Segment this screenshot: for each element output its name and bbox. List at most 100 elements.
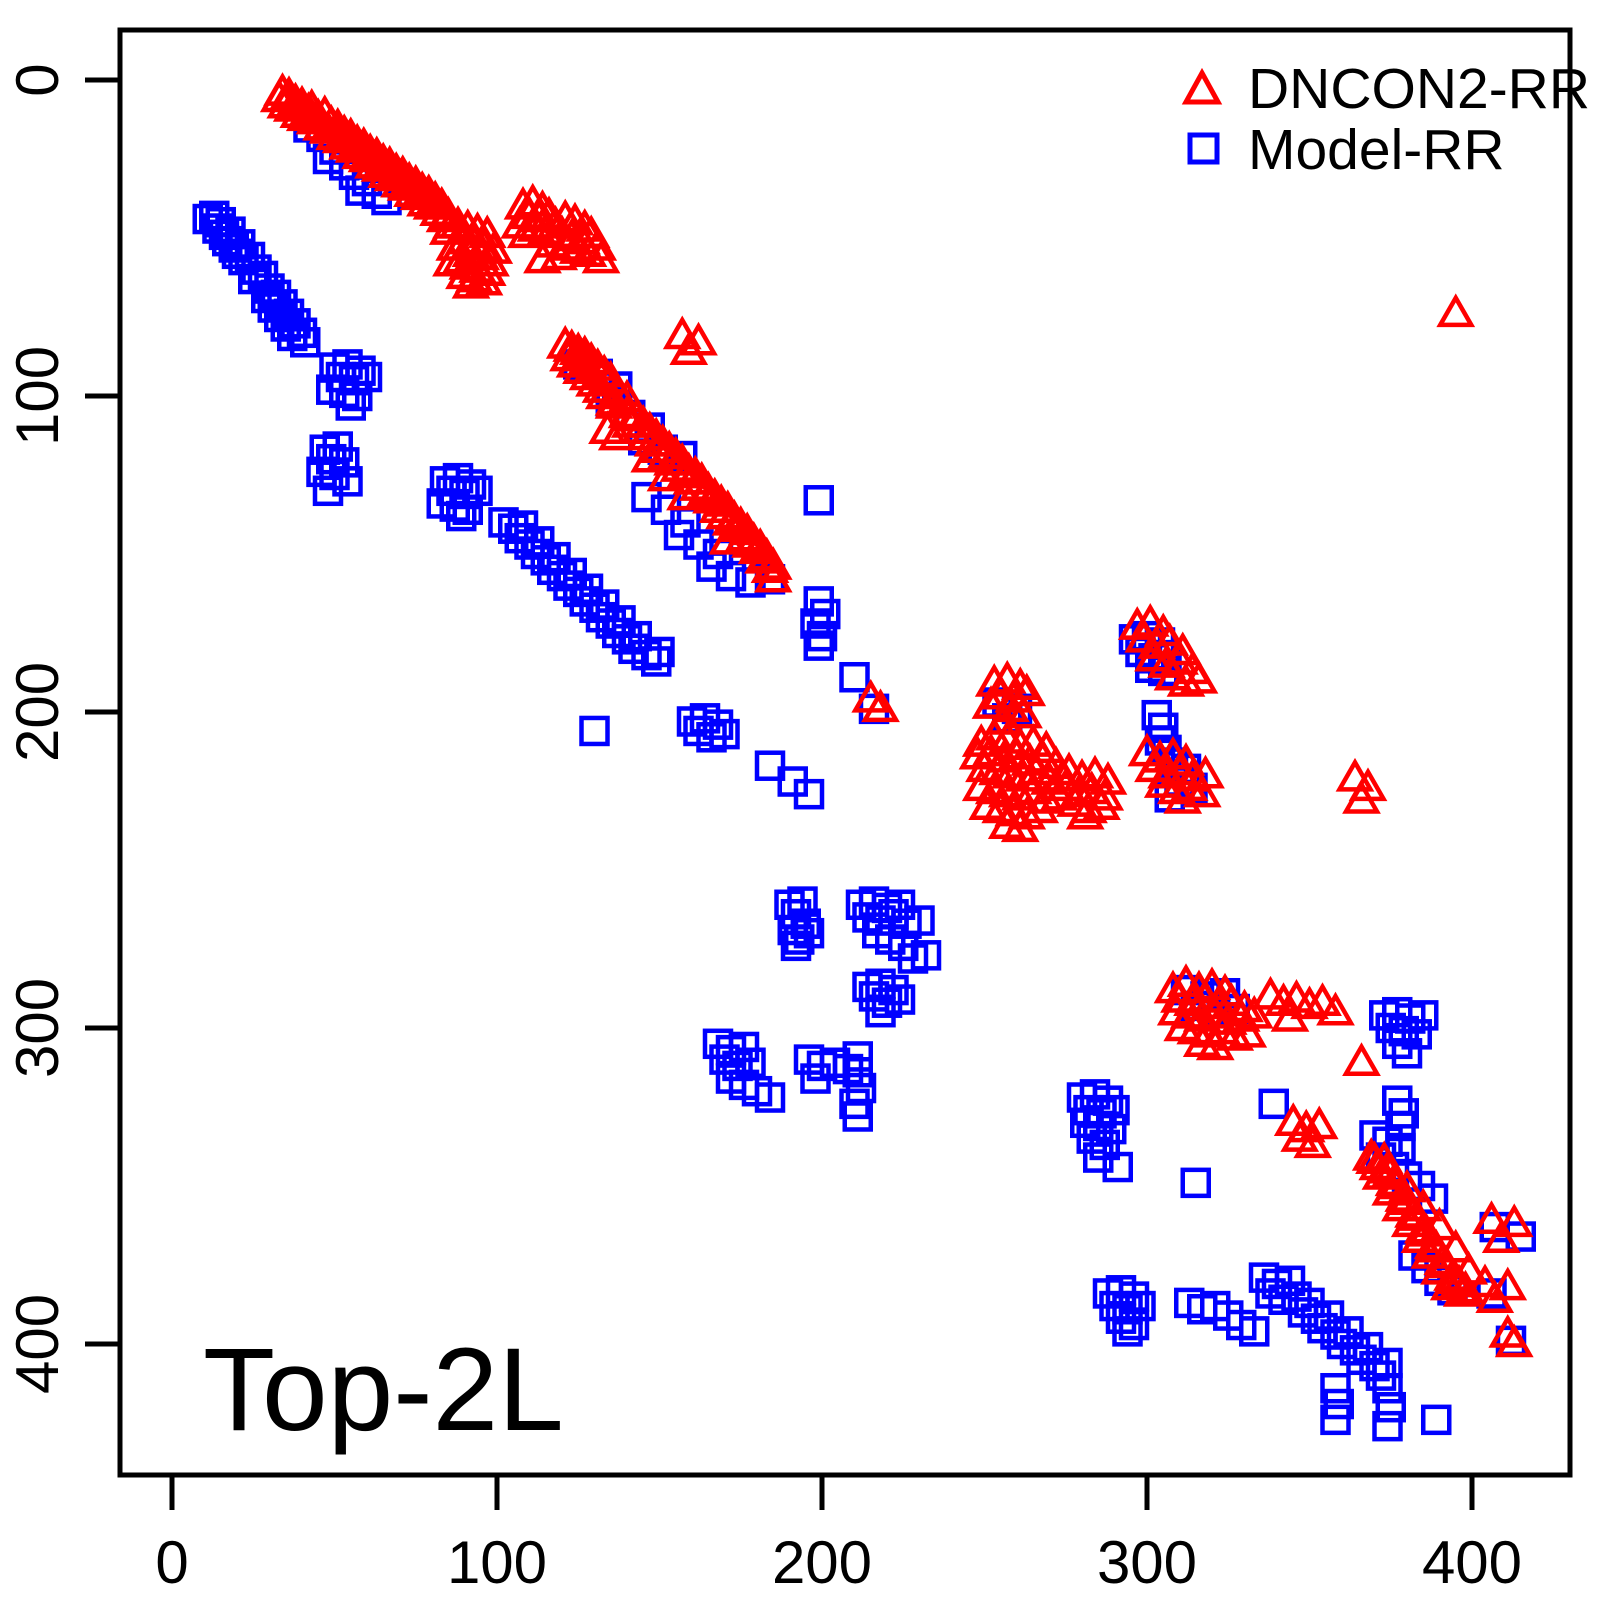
data-point-triangle [1387,1168,1427,1203]
data-point-square [462,475,493,507]
data-point-triangle [578,226,618,261]
data-point-triangle [282,84,322,119]
data-point-square [270,311,301,342]
data-point-triangle [1270,998,1310,1032]
data-point-triangle [1472,1200,1511,1235]
data-point-triangle [666,476,705,511]
y-tick-label: 100 [4,346,71,446]
data-point-square [1372,1410,1403,1442]
data-point-triangle [269,75,309,110]
data-point-square [754,750,786,781]
data-point-triangle [646,457,686,492]
data-point-triangle [451,264,491,299]
data-point-triangle [311,103,351,138]
data-point-triangle [753,558,793,593]
data-point-triangle [636,416,676,451]
data-point-triangle [861,688,900,723]
data-point-triangle [409,173,449,208]
data-point-square [784,924,815,955]
data-point-triangle [669,331,709,366]
data-point-triangle [708,520,748,555]
data-point-square [335,390,366,421]
data-point-triangle [1082,786,1121,821]
legend-label-model: Model-RR [1248,118,1505,182]
data-point-square [806,620,838,652]
data-point-square [452,494,483,526]
data-point-square [332,466,363,497]
x-axis: 0 100 200 300 400 [155,1475,1522,1596]
data-point-square [537,554,568,586]
data-point-square [839,661,870,693]
data-point-triangle [675,454,715,489]
data-point-triangle [370,144,410,179]
legend-triangle-icon [1181,67,1223,105]
data-point-triangle [1494,1203,1534,1238]
data-point-square [1421,1404,1452,1436]
y-tick-label: 400 [4,1294,71,1394]
plot-frame [117,27,1573,1478]
data-point-square [569,586,600,617]
data-point-square [777,914,808,946]
data-point-square [842,1056,873,1088]
legend-square-icon [1187,132,1220,165]
data-point-square [579,715,610,747]
data-point-triangle [357,135,397,170]
data-point-square [641,646,672,677]
data-point-triangle [337,122,377,157]
data-point-square [1320,1372,1351,1404]
data-point-triangle [506,214,546,249]
data-point-triangle [1166,663,1206,697]
data-point-square [1258,1088,1289,1120]
data-point-square [1401,1019,1432,1050]
data-point-triangle [324,113,364,147]
data-point-triangle [1481,1219,1521,1253]
data-point-square [1099,1094,1130,1126]
data-point-square [884,889,916,921]
y-tick-label: 0 [4,63,71,96]
data-point-square [1118,1309,1150,1341]
data-point-triangle [1195,1026,1235,1061]
data-point-square [351,361,383,393]
data-point-triangle [415,179,455,214]
legend-label-dncon2: DNCON2-RR [1248,57,1590,121]
data-point-square [1408,1000,1439,1031]
data-point-square [446,500,477,532]
data-point-triangle [630,438,670,473]
data-point-triangle [389,160,429,195]
data-point-triangle [1290,985,1329,1020]
data-point-triangle [1000,808,1040,843]
data-point-square [780,930,812,962]
data-point-triangle [1342,1042,1381,1077]
data-point-square [520,538,552,570]
data-point-triangle [656,435,696,470]
data-point-triangle [1088,761,1128,795]
data-point-triangle [1465,1263,1505,1298]
data-point-triangle [363,141,403,176]
data-point-square [803,485,834,516]
data-point-triangle [594,384,634,419]
data-point-triangle [432,242,471,277]
data-point-square [1083,1142,1114,1173]
legend: DNCON2-RR Model-RR [1181,57,1590,182]
data-point-triangle [1182,773,1222,808]
x-tick-label: 400 [1422,1529,1522,1596]
data-point-square [709,718,740,750]
data-point-square [602,617,633,649]
data-point-square [644,636,675,668]
data-point-triangle [376,151,416,185]
data-point-square [810,598,841,630]
data-point-square [312,475,344,507]
data-point-triangle [331,116,371,151]
y-tick-label: 300 [4,978,71,1078]
data-point-triangle [1335,757,1375,792]
data-point-triangle [1449,1250,1489,1285]
x-tick-label: 300 [1097,1529,1197,1596]
data-point-square [842,1101,873,1132]
data-point-triangle [695,476,735,511]
series-model-rr [192,112,1536,1442]
data-point-square [488,507,519,538]
data-point-triangle [643,422,683,457]
y-tick-label: 200 [4,662,71,762]
data-point-triangle [1403,1187,1443,1222]
